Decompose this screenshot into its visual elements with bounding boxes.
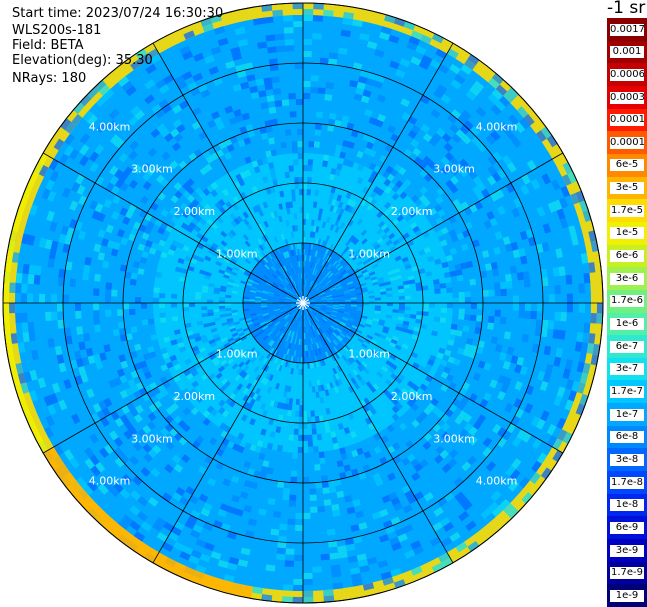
colorbar-segment: 3e-6 <box>607 267 647 291</box>
colorbar-segment: 6e-6 <box>607 244 647 268</box>
range-ring-label: 4.00km <box>476 475 518 488</box>
range-ring-label: 2.00km <box>391 390 433 403</box>
range-ring-label: 5.00km <box>46 517 88 530</box>
colorbar-segment: 1e-6 <box>607 312 647 336</box>
colorbar-segment: 0.0003 <box>607 85 647 110</box>
colorbar-tick-label: 0.0006 <box>610 68 644 81</box>
azimuth-spoke <box>302 152 564 304</box>
range-ring-label: 2.00km <box>391 205 433 218</box>
range-ring-label: 2.00km <box>174 205 216 218</box>
device-label: WLS200s-181 <box>12 23 102 38</box>
colorbar-tick-label: 6e-8 <box>610 431 644 444</box>
colorbar: 0.0017 0.001 0.0006 0.0003 0.00017 0.0001 6e-5… <box>607 18 647 607</box>
colorbar-tick-label: 6e-5 <box>610 159 644 172</box>
range-ring-label: 5.00km <box>518 78 560 91</box>
range-ring-label: 1.00km <box>348 248 390 261</box>
colorbar-tick-label: 0.0001 <box>610 136 644 149</box>
range-ring-label: 4.00km <box>476 120 518 133</box>
data-band <box>2 153 49 453</box>
colorbar-segment: 6e-8 <box>607 425 647 449</box>
colorbar-segment: 1.7e-6 <box>607 289 647 313</box>
colorbar-segment: 6e-9 <box>607 516 647 540</box>
colorbar-segment: 0.0017 <box>607 18 647 42</box>
colorbar-tick-label: 3e-5 <box>610 182 644 195</box>
speckle-texture <box>3 3 603 603</box>
range-ring-label: 1.00km <box>216 248 258 261</box>
colorbar-tick-label: 6e-9 <box>610 521 644 534</box>
colorbar-tick-label: 1.7e-9 <box>610 567 644 580</box>
colorbar-tick-label: 3e-9 <box>610 544 644 557</box>
colorbar-segment: 3e-9 <box>607 539 647 563</box>
colorbar-tick-label: 0.0017 <box>610 23 644 36</box>
range-ring-label: 2.00km <box>174 390 216 403</box>
colorbar-segment: 1.7e-8 <box>607 471 647 495</box>
azimuth-spoke <box>302 42 454 304</box>
colorbar-tick-label: 1.7e-6 <box>610 295 644 308</box>
start-time-label: Start time: 2023/07/24 16:30:30 <box>12 6 224 21</box>
colorbar-tick-label: 1e-9 <box>610 589 644 602</box>
colorbar-segment: 6e-5 <box>607 153 647 178</box>
colorbar-tick-label: 0.00017 <box>610 114 644 127</box>
range-ring-label: 3.00km <box>131 163 173 176</box>
range-ring-label: 5.00km <box>518 517 560 530</box>
colorbar-segment: 3e-5 <box>607 176 647 200</box>
field-label: Field: BETA <box>12 38 84 53</box>
colorbar-segment: 1.7e-7 <box>607 380 647 404</box>
colorbar-segment: 1e-9 <box>607 584 647 607</box>
range-ring-label: 4.00km <box>89 120 131 133</box>
colorbar-tick-label: 0.0003 <box>610 91 644 104</box>
colorbar-segment: 3e-8 <box>607 448 647 472</box>
colorbar-segment: 0.0001 <box>607 131 647 155</box>
colorbar-tick-label: 1.7e-8 <box>610 476 644 489</box>
range-ring-label: 3.00km <box>433 163 475 176</box>
azimuth-spoke <box>302 302 454 564</box>
colorbar-segment: 1e-8 <box>607 493 647 517</box>
colorbar-tick-label: 1.7e-7 <box>610 386 644 399</box>
azimuth-spoke <box>302 302 564 454</box>
colorbar-tick-label: 0.001 <box>610 46 644 59</box>
colorbar-segment: 1.7e-5 <box>607 199 647 223</box>
colorbar-segment: 0.001 <box>607 40 647 64</box>
colorbar-tick-label: 1e-5 <box>610 227 644 240</box>
colorbar-tick-label: 1e-6 <box>610 318 644 331</box>
azimuth-spoke <box>152 302 304 564</box>
colorbar-tick-label: 1e-8 <box>610 499 644 512</box>
colorbar-tick-label: 1.7e-5 <box>610 204 644 217</box>
colorbar-tick-label: 6e-7 <box>610 340 644 353</box>
colorbar-segment: 0.0006 <box>607 63 647 87</box>
colorbar-segment: 0.00017 <box>607 108 647 132</box>
center-mark <box>298 296 304 304</box>
azimuth-spoke <box>42 152 304 304</box>
colorbar-unit: -1 sr <box>607 0 646 18</box>
colorbar-tick-label: 3e-8 <box>610 453 644 466</box>
colorbar-tick-label: 6e-6 <box>610 250 644 263</box>
colorbar-segment: 1e-7 <box>607 403 647 427</box>
polar-plot: 1.00km 1.00km 1.00km 1.00km 2.00km 2.00km 2.00… <box>2 2 604 604</box>
range-ring-label: 5.00km <box>46 78 88 91</box>
azimuth-spoke <box>152 42 304 304</box>
range-ring-label: 3.00km <box>131 432 173 445</box>
data-band <box>43 447 253 599</box>
colorbar-tick-label: 1e-7 <box>610 408 644 421</box>
colorbar-segment: 3e-7 <box>607 357 647 381</box>
colorbar-tick-label: 3e-6 <box>610 272 644 285</box>
range-ring-label: 3.00km <box>433 432 475 445</box>
colorbar-segment: 6e-7 <box>607 335 647 359</box>
colorbar-segment: 1.7e-9 <box>607 561 647 585</box>
range-ring-label: 1.00km <box>348 347 390 360</box>
range-ring-label: 1.00km <box>216 347 258 360</box>
elevation-label: Elevation(deg): 35.30 <box>12 53 153 68</box>
nrays-label: NRays: 180 <box>12 71 87 86</box>
colorbar-tick-label: 3e-7 <box>610 363 644 376</box>
range-ring-label: 4.00km <box>89 475 131 488</box>
azimuth-spoke <box>42 302 304 454</box>
colorbar-segment: 1e-5 <box>607 221 647 246</box>
